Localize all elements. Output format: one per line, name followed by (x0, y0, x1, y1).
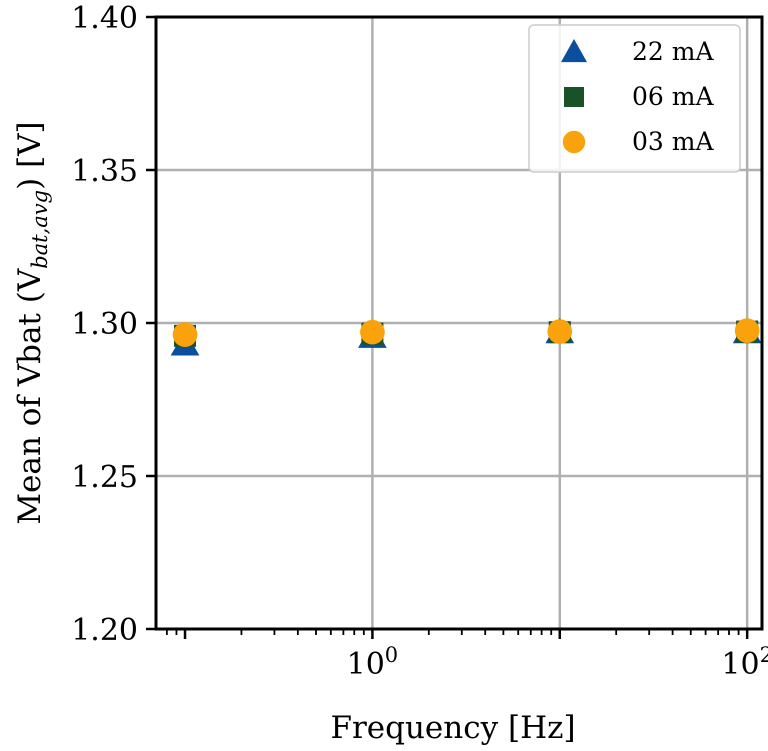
series-06-ma (174, 320, 759, 347)
series-03-ma (172, 318, 760, 347)
legend-marker (560, 38, 588, 63)
x-tick-label: 100 (347, 643, 399, 682)
y-tick-label: 1.40 (71, 1, 138, 36)
x-tick-label-exponent: 0 (385, 643, 398, 667)
data-point (360, 319, 385, 345)
y-tick-label: 1.20 (71, 613, 138, 648)
x-tick-label-base: 10 (347, 647, 385, 682)
data-layer (170, 317, 762, 356)
legend-label: 22 mA (632, 37, 714, 66)
data-point (734, 318, 760, 343)
y-tick-label: 1.25 (71, 460, 138, 495)
y-axis-label-subscript: bat,avg (28, 190, 52, 269)
y-tick-label: 1.30 (71, 307, 138, 342)
data-point (547, 319, 573, 344)
x-tick-label-base: 10 (721, 647, 759, 682)
x-tick-label: 102 (721, 643, 768, 682)
data-point (172, 322, 198, 347)
legend-marker (562, 130, 586, 154)
legend-items: 22 mA 06 mA 03 mA (560, 37, 714, 156)
y-axis-label: Mean of Vbat (Vbat,avg) [V] (12, 121, 52, 524)
y-tick-label: 1.35 (71, 154, 138, 189)
legend-label: 06 mA (632, 82, 714, 111)
legend-marker (564, 87, 584, 107)
legend-label: 03 mA (632, 127, 714, 156)
legend: 22 mA 06 mA 03 mA (528, 24, 741, 173)
y-axis-label-main: Mean of Vbat (V (12, 268, 48, 524)
x-tick-label-exponent: 2 (760, 643, 768, 667)
x-axis-label: Frequency [Hz] (330, 710, 575, 746)
y-axis-label-end: ) [V] (12, 121, 48, 190)
